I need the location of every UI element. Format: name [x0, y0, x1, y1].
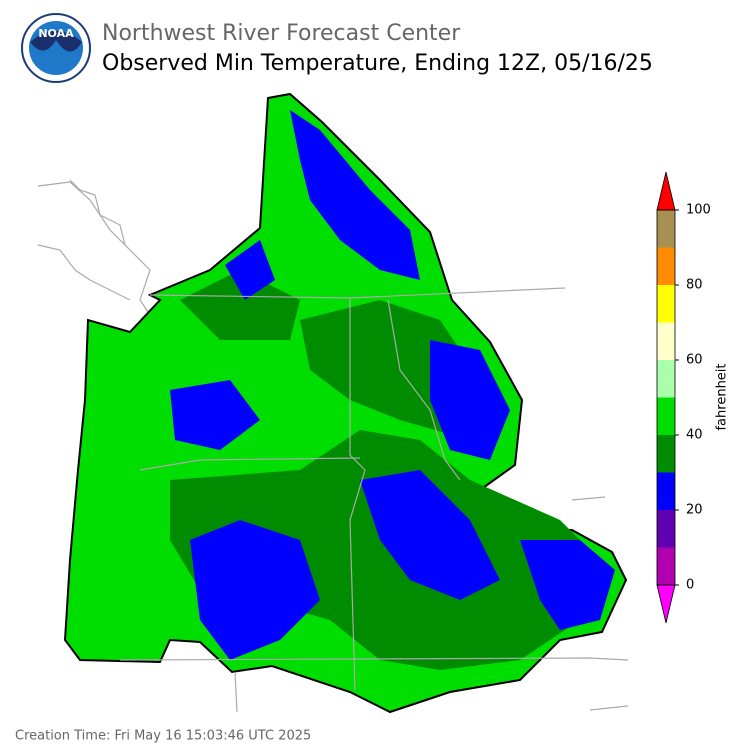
map	[37, 92, 629, 714]
creation-time: Creation Time: Fri May 16 15:03:46 UTC 2…	[15, 729, 311, 744]
colorbar-frame	[656, 209, 676, 586]
color-bin	[657, 547, 675, 585]
agency-title: Northwest River Forecast Center	[102, 21, 461, 46]
color-bin	[657, 322, 675, 360]
under-triangle	[656, 584, 676, 624]
over-triangle	[656, 171, 676, 211]
color-bin	[657, 285, 675, 323]
tick-label: 100	[686, 203, 711, 218]
tick-label: 80	[686, 278, 703, 293]
tick-label: 60	[686, 353, 703, 368]
map-title: Observed Min Temperature, Ending 12Z, 05…	[102, 51, 653, 76]
zone-30-40	[170, 270, 600, 670]
colorbar: 0 20 40 60 80 100	[656, 171, 711, 624]
logo: NOAA	[21, 13, 91, 83]
color-bin	[657, 210, 675, 248]
tick-label: 20	[686, 503, 703, 518]
color-bin	[657, 247, 675, 285]
color-bin	[657, 510, 675, 548]
zone-20-30	[170, 110, 615, 660]
color-bin	[657, 360, 675, 398]
color-bin	[657, 397, 675, 435]
tick-label: 0	[686, 578, 694, 593]
color-bin	[657, 472, 675, 510]
colorbar-label: fahrenheit	[715, 363, 730, 430]
logo-text: NOAA	[38, 27, 74, 40]
state-lines	[119, 287, 629, 713]
tick-label: 40	[686, 428, 703, 443]
color-bin	[657, 435, 675, 473]
